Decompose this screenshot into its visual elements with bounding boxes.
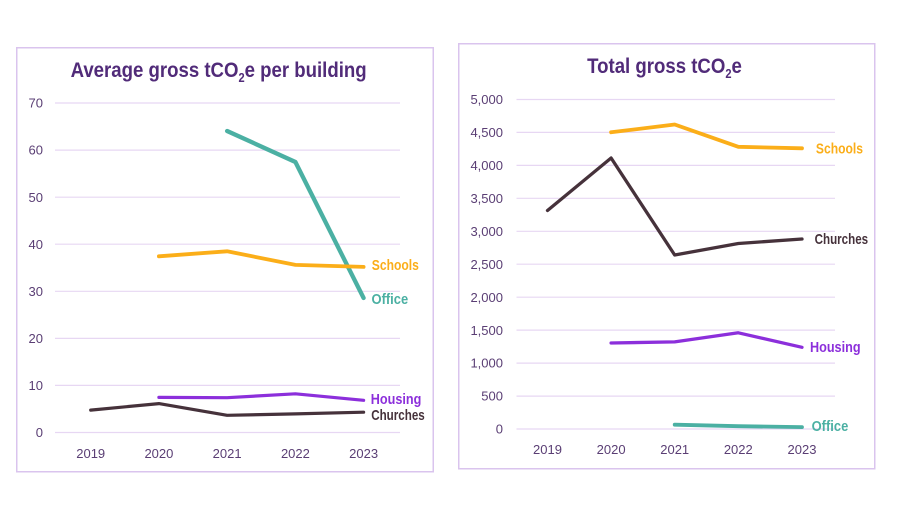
svg-text:2019: 2019 (76, 446, 105, 461)
svg-text:Total gross tCO2e: Total gross tCO2e (587, 55, 742, 81)
svg-text:2021: 2021 (660, 442, 689, 457)
svg-text:2019: 2019 (533, 442, 562, 457)
svg-text:0: 0 (36, 425, 43, 440)
svg-text:60: 60 (29, 143, 43, 158)
svg-text:2,000: 2,000 (470, 290, 503, 305)
svg-text:2,500: 2,500 (470, 257, 503, 272)
svg-text:10: 10 (29, 378, 43, 393)
svg-text:30: 30 (29, 284, 43, 299)
svg-text:Housing: Housing (810, 339, 861, 355)
svg-text:2022: 2022 (281, 446, 310, 461)
svg-text:Average gross tCO2e per buildi: Average gross tCO2e per building (71, 59, 367, 85)
svg-text:Schools: Schools (816, 141, 863, 157)
svg-text:Churches: Churches (815, 231, 869, 248)
svg-text:20: 20 (29, 331, 43, 346)
svg-text:2023: 2023 (788, 442, 817, 457)
svg-text:1,000: 1,000 (470, 356, 503, 371)
svg-text:2020: 2020 (144, 446, 173, 461)
svg-text:Schools: Schools (372, 257, 419, 273)
svg-text:5,000: 5,000 (470, 92, 503, 107)
svg-text:2022: 2022 (724, 442, 753, 457)
svg-text:Office: Office (812, 418, 849, 434)
svg-text:4,000: 4,000 (470, 158, 503, 173)
svg-text:0: 0 (496, 422, 503, 437)
svg-text:Churches: Churches (371, 407, 425, 424)
svg-text:40: 40 (29, 237, 43, 252)
svg-text:Housing: Housing (371, 391, 422, 407)
svg-text:2020: 2020 (597, 442, 626, 457)
svg-text:500: 500 (481, 389, 503, 404)
svg-text:2023: 2023 (349, 446, 378, 461)
svg-text:4,500: 4,500 (470, 125, 503, 140)
svg-text:2021: 2021 (213, 446, 242, 461)
svg-text:3,500: 3,500 (470, 191, 503, 206)
svg-text:70: 70 (29, 96, 43, 111)
svg-text:1,500: 1,500 (470, 323, 503, 338)
svg-text:50: 50 (29, 190, 43, 205)
svg-text:Office: Office (372, 291, 409, 307)
svg-text:3,000: 3,000 (470, 224, 503, 239)
